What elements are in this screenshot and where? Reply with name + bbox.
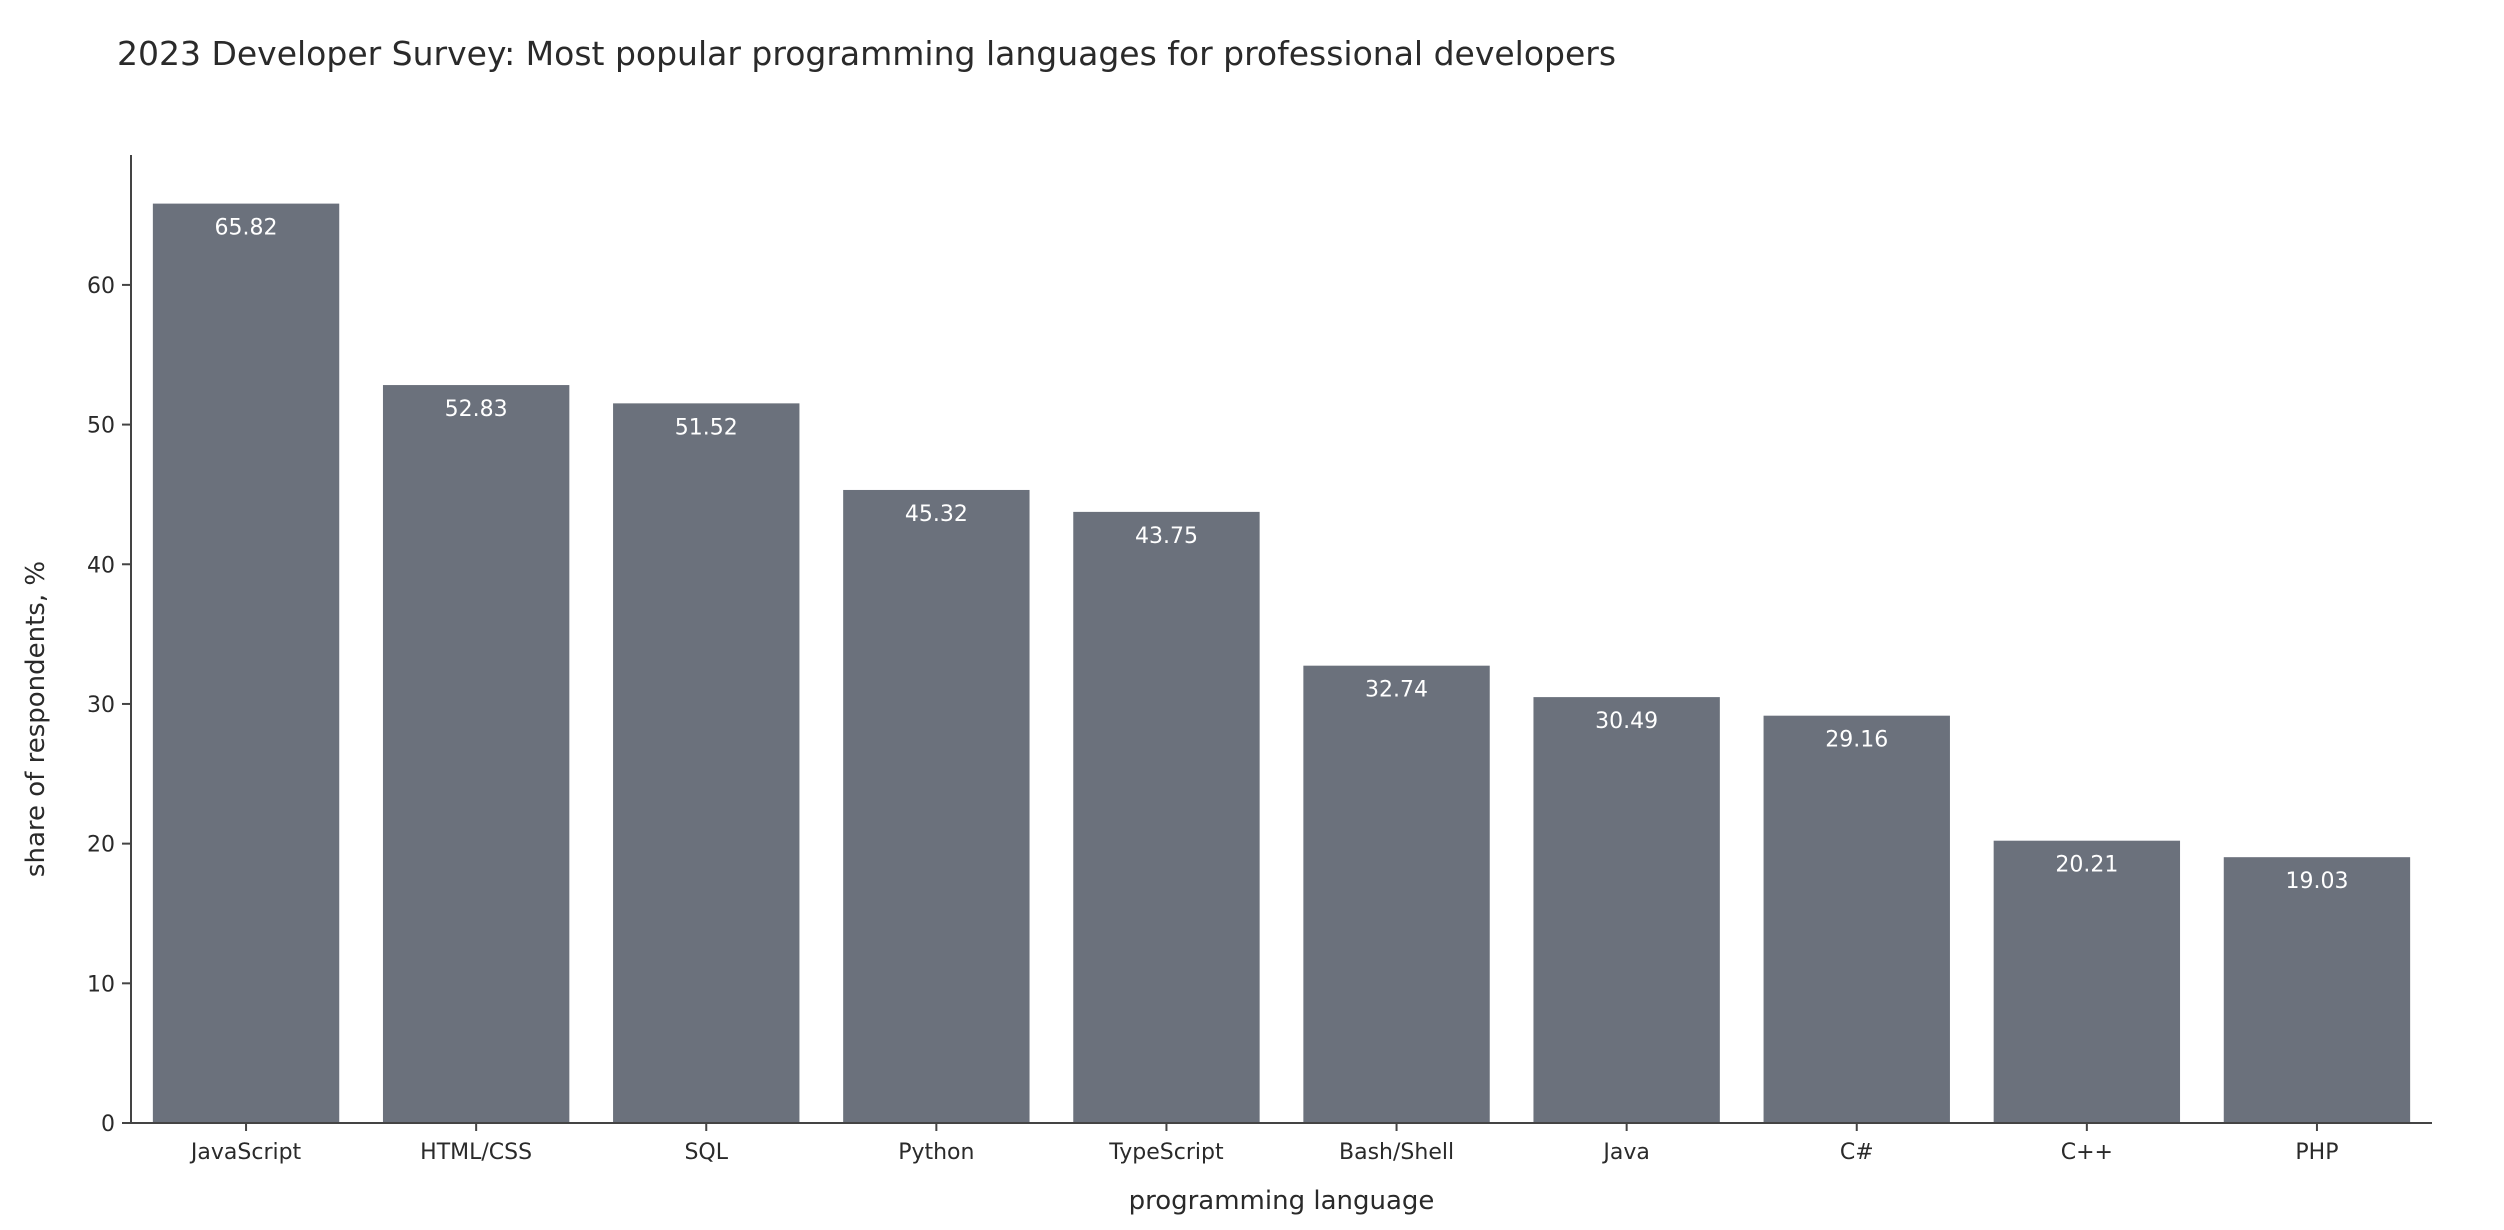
x-tick-label: C++ xyxy=(2061,1140,2113,1165)
y-tick-label: 30 xyxy=(87,693,115,718)
data-label: 65.82 xyxy=(215,216,278,241)
y-tick-label: 20 xyxy=(87,833,115,858)
bar-sql xyxy=(613,403,800,1123)
y-tick-label: 10 xyxy=(87,972,115,997)
y-tick-label: 50 xyxy=(87,414,115,439)
bar-typescript xyxy=(1073,511,1260,1123)
y-tick-label: 40 xyxy=(87,553,115,578)
x-tick-label: JavaScript xyxy=(189,1140,302,1165)
bar-javascript xyxy=(152,203,340,1124)
bar-java xyxy=(1533,697,1720,1123)
data-label: 20.21 xyxy=(2055,853,2118,878)
y-axis: 0 10 20 30 40 50 60 xyxy=(87,155,132,1137)
bar-python xyxy=(843,489,1030,1123)
data-labels-layer: 65.82 52.83 51.52 45.32 43.75 32.74 30.49 29.16… xyxy=(215,216,2349,895)
data-label: 43.75 xyxy=(1135,524,1198,549)
data-label: 52.83 xyxy=(445,397,508,422)
y-axis-title: share of respondents, % xyxy=(21,561,51,877)
x-tick-label: PHP xyxy=(2295,1140,2338,1165)
x-tick-label: Bash/Shell xyxy=(1339,1140,1454,1165)
y-tick-label: 60 xyxy=(87,274,115,299)
x-axis: JavaScript HTML/CSS SQL Python TypeScript Bas… xyxy=(131,1122,2432,1165)
y-tick-label: 0 xyxy=(101,1112,115,1137)
data-label: 30.49 xyxy=(1595,709,1658,734)
bar-c- xyxy=(1763,715,1950,1123)
x-tick-label: Java xyxy=(1601,1140,1649,1165)
x-tick-label: C# xyxy=(1840,1140,1874,1165)
chart-title: 2023 Developer Survey: Most popular prog… xyxy=(117,34,1617,73)
data-label: 51.52 xyxy=(675,415,738,440)
bar-bash-shell xyxy=(1303,665,1490,1123)
bar-php xyxy=(2223,857,2411,1123)
x-axis-title: programming language xyxy=(1129,1186,1435,1216)
data-label: 32.74 xyxy=(1365,678,1428,703)
x-tick-label: Python xyxy=(898,1140,974,1165)
bars-layer xyxy=(152,203,2411,1124)
data-label: 19.03 xyxy=(2285,869,2348,894)
data-label: 45.32 xyxy=(905,502,968,527)
x-tick-label: SQL xyxy=(684,1140,728,1165)
bar-c- xyxy=(1993,840,2181,1123)
data-label: 29.16 xyxy=(1825,728,1888,753)
x-tick-label: TypeScript xyxy=(1108,1140,1224,1165)
bar-html-css xyxy=(382,385,570,1123)
x-tick-label: HTML/CSS xyxy=(420,1140,532,1165)
